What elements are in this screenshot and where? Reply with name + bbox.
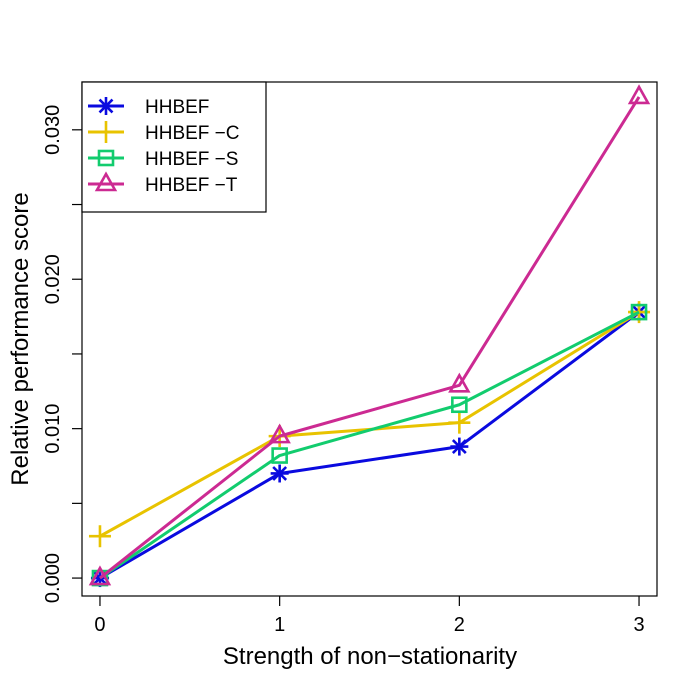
legend-item: HHBEF −T — [88, 171, 238, 196]
data-point — [448, 372, 471, 393]
data-point — [95, 121, 117, 143]
legend-label: HHBEF −T — [145, 175, 238, 196]
legend-item: HHBEF −C — [88, 121, 240, 144]
series-4 — [88, 84, 651, 586]
data-point — [94, 171, 118, 192]
data-point — [448, 411, 471, 434]
y-tick-label: 0.010 — [42, 404, 64, 454]
y-axis: 0.000 0.010 0.020 0.030 — [42, 105, 82, 603]
data-point — [97, 149, 115, 167]
data-point — [88, 525, 111, 548]
series-3 — [91, 303, 648, 587]
series-line — [99, 310, 640, 538]
x-tick-label: 3 — [633, 614, 644, 636]
data-point — [450, 437, 469, 456]
x-tick-label: 0 — [94, 614, 105, 636]
data-point — [630, 303, 648, 321]
series-1 — [90, 303, 649, 588]
plot-frame — [81, 81, 658, 597]
legend-label: HHBEF −C — [145, 123, 240, 144]
series-layer — [88, 84, 651, 588]
legend-label: HHBEF −S — [145, 149, 238, 170]
x-axis-label: Strength of non−stationarity — [223, 643, 517, 670]
data-point — [451, 396, 468, 414]
x-tick-label: 2 — [454, 614, 465, 636]
data-point — [271, 447, 288, 464]
data-point — [268, 423, 291, 444]
y-axis-label: Relative performance score — [7, 192, 34, 485]
data-point — [270, 464, 289, 483]
data-point — [88, 565, 112, 586]
y-tick-label: 0.030 — [42, 105, 64, 155]
series-line — [99, 96, 641, 580]
y-tick-label: 0.020 — [42, 254, 64, 304]
series-line — [99, 310, 640, 580]
legend-item: HHBEF — [88, 97, 209, 118]
x-tick-label: 1 — [274, 614, 285, 636]
x-axis: 0 1 2 3 — [94, 596, 645, 636]
y-tick-label: 0.000 — [42, 553, 64, 603]
data-point — [627, 84, 651, 105]
series-2 — [88, 301, 651, 548]
data-point — [97, 97, 115, 115]
legend: HHBEF HHBEF −C HHBEF −S HHBEF −T — [81, 81, 267, 213]
legend-label: HHBEF — [145, 97, 209, 118]
legend-item: HHBEF −S — [88, 149, 238, 170]
series-line — [99, 310, 640, 580]
